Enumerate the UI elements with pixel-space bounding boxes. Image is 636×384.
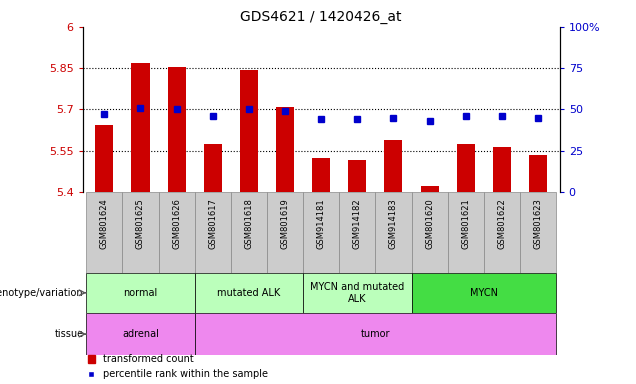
Bar: [204, 144, 222, 192]
Text: adrenal: adrenal: [122, 329, 159, 339]
Text: mutated ALK: mutated ALK: [218, 288, 280, 298]
Text: tissue: tissue: [54, 329, 83, 339]
Bar: [123, 192, 158, 273]
Bar: [276, 107, 294, 192]
Bar: [493, 147, 511, 192]
Text: normal: normal: [123, 288, 158, 298]
Bar: [520, 192, 556, 273]
Bar: [484, 192, 520, 273]
Text: GSM801622: GSM801622: [497, 199, 506, 249]
Bar: [267, 192, 303, 273]
Text: GSM801625: GSM801625: [136, 199, 145, 249]
Bar: [195, 192, 231, 273]
Bar: [231, 192, 267, 273]
Legend: transformed count, percentile rank within the sample: transformed count, percentile rank withi…: [88, 354, 268, 379]
Bar: [375, 192, 411, 273]
Text: tumor: tumor: [361, 329, 390, 339]
Bar: [95, 124, 113, 192]
Bar: [303, 273, 411, 313]
Bar: [312, 157, 330, 192]
Bar: [195, 273, 303, 313]
Text: GSM801617: GSM801617: [208, 199, 218, 249]
Text: MYCN: MYCN: [470, 288, 498, 298]
Bar: [448, 192, 484, 273]
Bar: [411, 273, 556, 313]
Bar: [420, 187, 439, 192]
Bar: [411, 192, 448, 273]
Text: genotype/variation: genotype/variation: [0, 288, 83, 298]
Bar: [195, 313, 556, 355]
Text: GSM801620: GSM801620: [425, 199, 434, 249]
Bar: [158, 192, 195, 273]
Text: MYCN and mutated
ALK: MYCN and mutated ALK: [310, 282, 404, 304]
Text: GSM914181: GSM914181: [317, 199, 326, 249]
Bar: [457, 144, 474, 192]
Text: GSM801619: GSM801619: [280, 199, 289, 249]
Text: GSM801626: GSM801626: [172, 199, 181, 249]
Bar: [529, 155, 547, 192]
Title: GDS4621 / 1420426_at: GDS4621 / 1420426_at: [240, 10, 402, 25]
Bar: [349, 161, 366, 192]
Bar: [168, 67, 186, 192]
Text: GSM801618: GSM801618: [244, 199, 253, 249]
Bar: [132, 63, 149, 192]
Bar: [86, 273, 195, 313]
Text: GSM801624: GSM801624: [100, 199, 109, 249]
Text: GSM801623: GSM801623: [534, 199, 543, 249]
Text: GSM914182: GSM914182: [353, 199, 362, 249]
Bar: [339, 192, 375, 273]
Bar: [240, 70, 258, 192]
Bar: [303, 192, 339, 273]
Text: GSM914183: GSM914183: [389, 199, 398, 249]
Bar: [86, 192, 123, 273]
Text: GSM801621: GSM801621: [461, 199, 470, 249]
Bar: [86, 313, 195, 355]
Bar: [384, 140, 403, 192]
